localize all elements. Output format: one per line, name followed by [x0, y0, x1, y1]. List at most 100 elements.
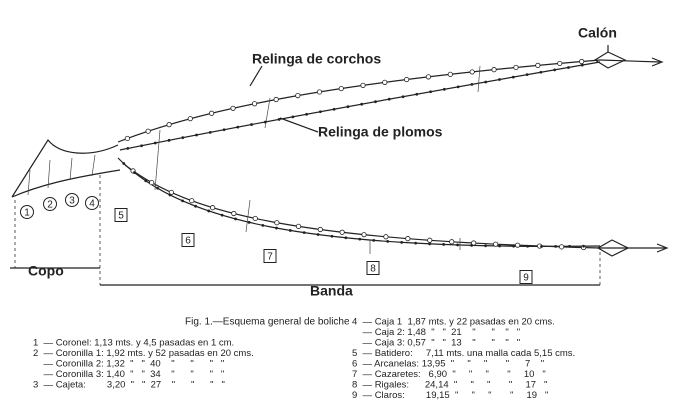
sinker: [498, 244, 501, 248]
legend-line: 7 — Cazaretes: 6,90 " " " " 10 ": [352, 369, 546, 380]
copo-label: Copo: [28, 263, 64, 279]
sinker: [442, 87, 446, 91]
float: [360, 82, 366, 88]
calon-buoy-lower: [596, 239, 630, 257]
sinker: [153, 141, 157, 145]
legend-line: — Caja 2: 1,48 " " 21 " " " ": [352, 327, 520, 338]
sinker: [181, 199, 185, 203]
float: [513, 64, 519, 71]
float: [491, 67, 497, 73]
section-box: [114, 208, 128, 222]
mesh-dividers: [27, 65, 481, 254]
section-circle: [20, 205, 34, 219]
float: [149, 179, 155, 186]
float: [168, 189, 174, 196]
sinker: [539, 70, 543, 74]
float: [187, 116, 193, 122]
sinker: [344, 236, 348, 240]
section-box: [519, 270, 533, 284]
section-markers: 1 2 3 4 5 6 7 8 9: [20, 193, 533, 284]
section-number: 4: [89, 199, 95, 210]
sinker: [126, 147, 130, 150]
sinker: [582, 244, 585, 248]
sinker: [358, 237, 362, 241]
legend-line: — Coronilla 2: 1,32 " " 40 " " " ": [33, 359, 224, 370]
float: [295, 93, 301, 99]
sinker: [156, 186, 160, 190]
calon-buoy: [593, 51, 627, 69]
legend-line: 2 — Coronilla 1: 1,92 mts. y 52 pasadas …: [33, 348, 254, 359]
sinker: [144, 179, 148, 183]
sinker: [456, 243, 459, 247]
sinker: [470, 83, 474, 86]
sinker: [567, 66, 570, 69]
sinker: [554, 244, 557, 248]
section-number: 9: [523, 273, 529, 284]
float: [210, 205, 216, 211]
legend-right: 4 — Caja 1 1,87 mts. y 22 pasadas en 20 …: [352, 317, 575, 402]
float: [383, 234, 389, 240]
float: [145, 128, 151, 134]
tow-line-upper: [599, 57, 664, 67]
section-number: 3: [69, 196, 75, 207]
legend-line: — Coronilla 3: 1,40 " " 34 " " " ": [33, 369, 224, 380]
sinker: [386, 240, 390, 243]
sinker: [195, 133, 198, 137]
section-box: [263, 249, 277, 263]
float: [251, 101, 258, 107]
float: [361, 232, 367, 238]
sinker: [484, 80, 488, 84]
sinker: [305, 112, 309, 116]
sinker: [540, 244, 543, 248]
sinker: [387, 97, 391, 101]
label-pointers: [249, 65, 319, 133]
sinker: [470, 243, 473, 247]
sinker: [220, 213, 224, 217]
sinker: [414, 241, 418, 245]
sinker: [456, 85, 460, 89]
corchos-label: Relinga de corchos: [252, 51, 381, 67]
sinker: [400, 240, 404, 244]
sinker: [429, 90, 432, 94]
float: [252, 215, 258, 222]
section-circle: [43, 197, 57, 211]
sinker: [428, 242, 432, 246]
float: [189, 198, 195, 204]
calon-label: Calón: [578, 25, 617, 41]
sinker: [167, 138, 171, 142]
net-drawing: [10, 45, 669, 286]
sinker: [250, 123, 253, 126]
sinker: [208, 130, 212, 134]
legend-line: 9 — Claros: 19,15 " " " " 19 ": [352, 390, 548, 401]
float: [449, 239, 455, 245]
sinker: [318, 110, 322, 114]
sinker: [511, 75, 515, 79]
sinker: [168, 193, 172, 197]
banda-label: Banda: [310, 283, 353, 299]
section-number: 7: [267, 252, 273, 263]
float: [230, 105, 236, 111]
sinker: [498, 78, 501, 81]
sinker: [133, 171, 136, 174]
section-number: 8: [370, 264, 376, 275]
float: [557, 60, 563, 67]
sinker: [247, 220, 251, 224]
sinker: [194, 204, 197, 208]
section-circle: [85, 196, 99, 210]
float: [404, 76, 410, 83]
legend-line: 1 — Coronel: 1,13 mts. y 4,5 pasadas en …: [33, 338, 234, 349]
float: [471, 240, 477, 246]
sinker: [263, 120, 267, 124]
sinker: [374, 100, 377, 104]
sinker: [261, 223, 265, 227]
float: [166, 122, 172, 128]
float: [339, 229, 345, 235]
sinker: [234, 217, 237, 221]
float: [382, 79, 388, 85]
sinker: [442, 243, 446, 246]
legend-line: 8 — Rigales: 24,14 " " " " 17 ": [352, 380, 547, 391]
sinker: [372, 238, 376, 242]
float: [493, 241, 499, 247]
sinker: [236, 125, 240, 129]
